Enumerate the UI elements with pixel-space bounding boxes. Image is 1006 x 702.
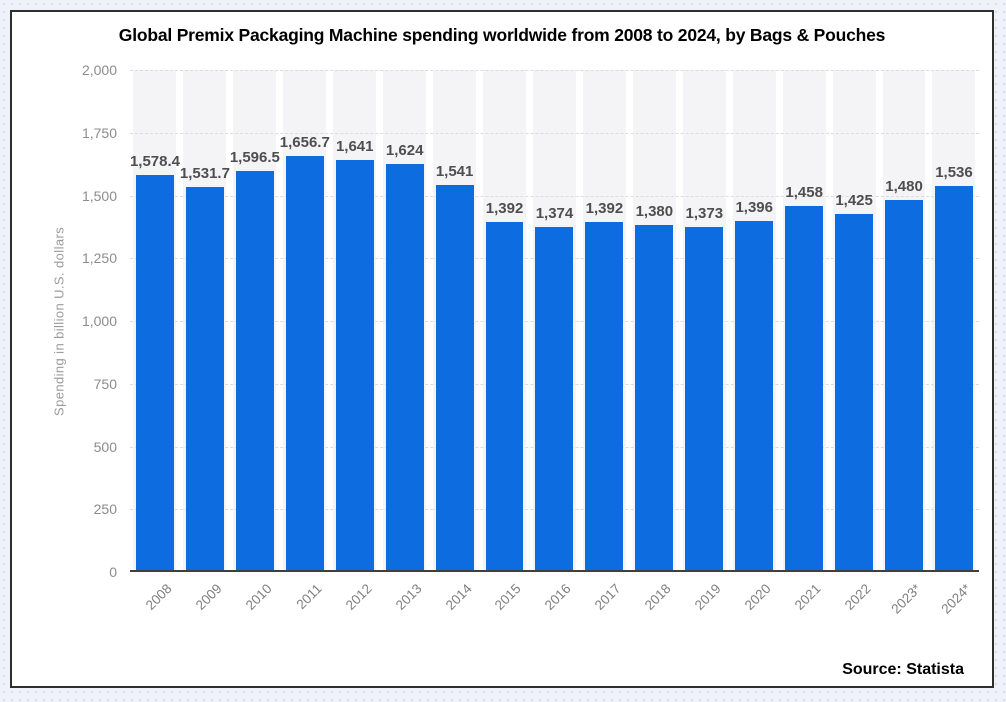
bar-value-label: 1,656.7 <box>279 133 330 151</box>
x-axis-label: 2022 <box>841 581 874 613</box>
bar-column: 1,373 2019 <box>679 70 729 613</box>
bar-value-label: 1,536 <box>935 164 973 181</box>
y-tick-label: 1,250 <box>81 250 117 267</box>
bar-column: 1,458 2021 <box>779 70 829 613</box>
bar-column: 1,380 2018 <box>629 70 679 613</box>
x-axis-label: 2009 <box>192 581 225 613</box>
bar-value-label: 1,392 <box>485 200 524 217</box>
bar-2010[interactable] <box>235 170 274 570</box>
bars-row: 1,578.4 2008 1,531.7 2009 1,596.5 2010 1,656.7… <box>129 70 979 617</box>
bar-value-label: 1,392 <box>585 200 624 217</box>
x-axis-label: 2010 <box>242 581 275 613</box>
y-tick-label: 2,000 <box>81 62 117 78</box>
bar-2021[interactable] <box>785 205 824 570</box>
bar-2017[interactable] <box>585 222 624 570</box>
bar-2014[interactable] <box>435 184 474 570</box>
y-tick-label: 750 <box>93 375 117 392</box>
bar-2024[interactable] <box>934 186 973 570</box>
x-axis-label: 2008 <box>142 581 175 613</box>
bar-column: 1,531.7 2009 <box>179 70 230 613</box>
bar-2009[interactable] <box>185 187 224 570</box>
x-axis-label: 2020 <box>741 581 774 613</box>
y-tick-label: 500 <box>93 438 117 455</box>
bar-column: 1,480 2023* <box>879 70 929 617</box>
bar-value-label: 1,596.5 <box>229 148 280 166</box>
bar-2018[interactable] <box>635 225 674 570</box>
bar-2020[interactable] <box>735 221 774 570</box>
x-axis-label: 2019 <box>692 581 724 613</box>
y-tick-label: 1,750 <box>81 124 117 141</box>
y-axis-ticks: 0 250 500 750 1,000 1,250 1,500 1,750 2,000 <box>82 62 979 580</box>
y-tick-label: 1,000 <box>81 313 117 329</box>
bar-value-label: 1,425 <box>835 191 873 209</box>
bar-column: 1,536 2024* <box>929 70 979 617</box>
bar-value-label: 1,480 <box>885 178 923 195</box>
x-axis-label: 2011 <box>293 581 325 613</box>
bar-value-label: 1,624 <box>385 142 424 159</box>
chart-title: Global Premix Packaging Machine spending… <box>118 25 886 45</box>
plot-area: 0 250 500 750 1,000 1,250 1,500 1,750 2,000 1,57… <box>82 62 979 617</box>
x-axis-label: 2012 <box>342 581 375 613</box>
bar-column: 1,392 2015 <box>480 70 530 613</box>
x-axis-label: 2013 <box>392 581 425 613</box>
bar-value-label: 1,374 <box>535 204 574 222</box>
bar-value-label: 1,578.4 <box>129 153 180 171</box>
bar-value-label: 1,458 <box>785 183 823 201</box>
bar-column: 1,656.7 2011 <box>279 70 330 612</box>
bar-column: 1,578.4 2008 <box>129 70 180 613</box>
bar-column: 1,392 2017 <box>579 70 629 613</box>
bar-2011[interactable] <box>285 155 324 570</box>
bar-value-label: 1,373 <box>685 204 724 222</box>
chart-container: Global Premix Packaging Machine spending… <box>10 10 994 688</box>
bar-2013[interactable] <box>385 164 424 570</box>
bar-2022[interactable] <box>835 213 874 570</box>
bar-column: 1,374 2016 <box>530 70 580 613</box>
x-axis-label: 2023* <box>888 581 924 617</box>
bar-2012[interactable] <box>335 159 374 570</box>
x-axis-label: 2018 <box>642 581 674 613</box>
bar-2008[interactable] <box>135 175 174 570</box>
bar-column: 1,396 2020 <box>729 70 779 613</box>
bar-value-label: 1,541 <box>435 162 474 180</box>
bar-column: 1,425 2022 <box>829 70 879 613</box>
bar-column: 1,596.5 2010 <box>229 70 280 613</box>
bar-2023[interactable] <box>885 200 923 570</box>
x-axis-label: 2016 <box>542 581 575 613</box>
x-axis-label: 2024* <box>938 581 974 617</box>
x-axis-label: 2017 <box>592 581 625 613</box>
x-axis-label: 2015 <box>492 581 525 613</box>
bar-2019[interactable] <box>685 226 724 570</box>
bar-column: 1,624 2013 <box>380 70 430 613</box>
bar-column: 1,641 2012 <box>330 70 380 613</box>
y-tick-label: 250 <box>93 501 117 518</box>
x-axis-label: 2014 <box>442 581 475 613</box>
bar-value-label: 1,396 <box>735 199 773 216</box>
bar-2016[interactable] <box>535 226 574 570</box>
source-label: Source: Statista <box>842 661 964 678</box>
x-axis-label: 2021 <box>791 581 824 613</box>
bar-value-label: 1,531.7 <box>179 165 230 183</box>
y-tick-label: 1,500 <box>81 187 117 204</box>
y-axis-title: Spending in billion U.S. dollars <box>51 226 67 416</box>
bar-value-label: 1,641 <box>335 137 374 155</box>
y-tick-label: 0 <box>109 564 117 580</box>
bar-column: 1,541 2014 <box>430 70 480 613</box>
bar-2015[interactable] <box>485 222 524 570</box>
bar-value-label: 1,380 <box>635 203 674 220</box>
